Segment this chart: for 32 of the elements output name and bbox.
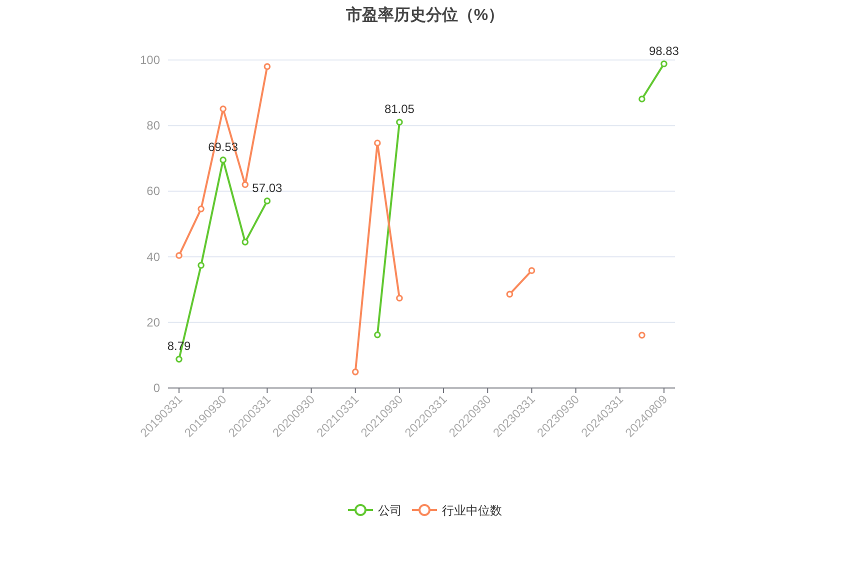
point — [264, 198, 271, 204]
point — [176, 252, 182, 259]
legend-label: 公司 — [378, 504, 402, 518]
data-label: 81.05 — [384, 102, 415, 116]
point — [638, 96, 646, 102]
point — [374, 331, 381, 338]
point — [352, 368, 359, 376]
y-tick-label: 0 — [153, 381, 160, 395]
data-label: 98.83 — [648, 44, 680, 58]
point — [660, 60, 668, 68]
point — [220, 105, 227, 112]
point — [506, 290, 514, 298]
point — [396, 294, 403, 302]
data-label: 57.03 — [252, 180, 283, 195]
chart-title: 市盈率历史分位（%） — [344, 5, 504, 24]
point — [242, 238, 249, 246]
point — [264, 63, 271, 70]
point — [638, 332, 646, 339]
point — [374, 140, 381, 146]
y-tick-label: 80 — [146, 118, 160, 133]
point — [198, 206, 204, 212]
y-tick-label: 100 — [140, 53, 160, 67]
point — [396, 118, 403, 126]
point — [242, 181, 249, 188]
point — [198, 262, 204, 269]
legend-label: 行业中位数 — [442, 504, 502, 518]
point — [176, 356, 182, 363]
point — [528, 267, 536, 274]
y-tick-label: 60 — [146, 184, 160, 198]
y-tick-label: 20 — [146, 315, 160, 330]
y-tick-label: 40 — [146, 250, 160, 264]
point — [220, 156, 227, 164]
